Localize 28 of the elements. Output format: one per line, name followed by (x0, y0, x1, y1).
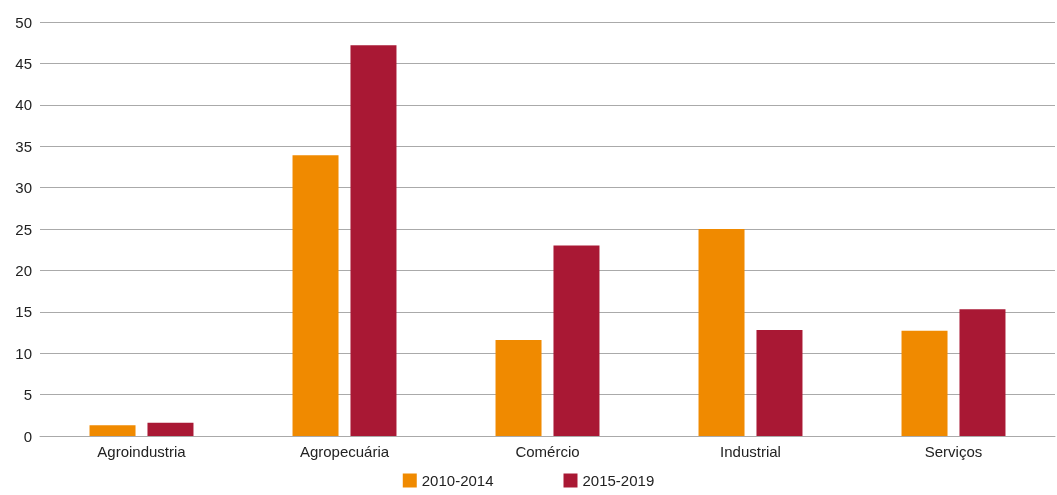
x-tick-label: Industrial (720, 443, 781, 460)
y-tick-label: 0 (23, 427, 32, 445)
y-tick-label: 40 (15, 96, 32, 114)
y-tick-label: 35 (15, 137, 32, 155)
bar (350, 45, 397, 436)
legend-label: 2015-2019 (582, 472, 655, 489)
x-tick-label: Serviços (924, 443, 983, 460)
y-tick-label: 10 (15, 344, 32, 362)
bar (147, 422, 194, 436)
bar (698, 229, 745, 436)
x-tick-label: Agroindustria (97, 443, 187, 460)
bar (959, 309, 1006, 436)
y-tick-label: 45 (15, 54, 32, 72)
bar (292, 155, 339, 436)
bar (756, 330, 803, 436)
y-tick-label: 25 (15, 220, 32, 238)
bar (901, 330, 948, 436)
y-tick-label: 20 (15, 261, 32, 279)
bar (495, 339, 542, 436)
y-tick-label: 15 (15, 303, 32, 321)
y-tick-label: 5 (23, 386, 32, 404)
x-tick-label: Comércio (515, 443, 580, 460)
x-tick-label: Agropecuária (299, 443, 390, 460)
y-tick-label: 50 (15, 13, 32, 31)
bar (89, 425, 136, 436)
y-tick-label: 30 (15, 179, 32, 197)
bar (553, 245, 600, 436)
legend-label: 2010-2014 (421, 472, 494, 489)
